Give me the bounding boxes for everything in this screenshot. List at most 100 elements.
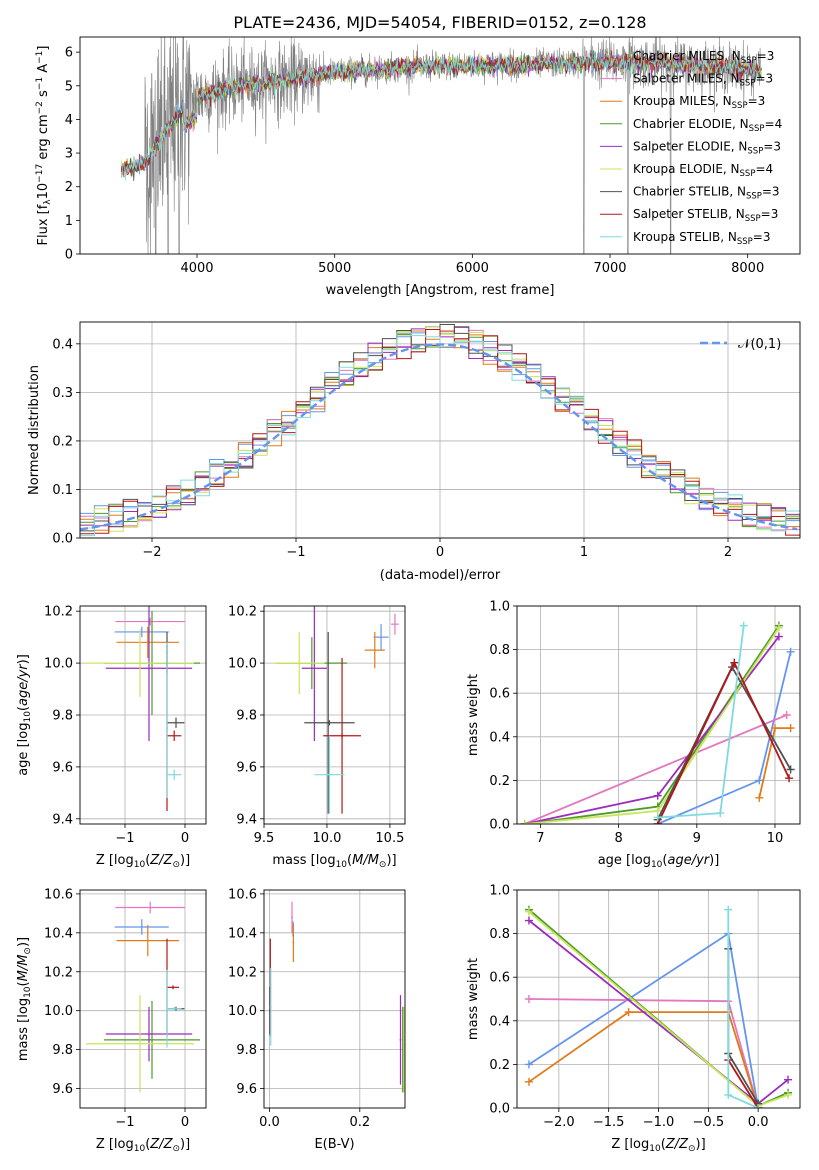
x-tick-label: 10.0	[312, 831, 341, 846]
x-tick-label: 4000	[180, 261, 213, 276]
x-tick-label: −1.5	[593, 1115, 625, 1130]
y-axis-label: mass weight	[466, 674, 481, 756]
legend-entry: Kroupa STELIB, NSSP=3	[633, 230, 771, 247]
panel-age-vs-mass: 9.5 10.0 10.5 9.4 9.6 9.8 10.0 10.2 mass [log10(…	[228, 605, 406, 870]
plot-area	[80, 324, 800, 537]
legend-entry: Chabrier ELODIE, NSSP=4	[633, 117, 782, 134]
mass-weight-line	[528, 1011, 759, 1108]
x-axis-label: Z [log10(Z/Z⊙)]	[96, 1137, 190, 1154]
y-tick-label: 0.0	[489, 1102, 510, 1117]
y-tick-label: 0.4	[489, 730, 510, 745]
x-tick-label: 5000	[318, 261, 351, 276]
y-tick-label: 10.0	[44, 657, 73, 672]
x-tick-label: 0.0	[748, 1115, 769, 1130]
legend-entry: Chabrier STELIB, NSSP=3	[633, 185, 780, 202]
mass-weight-marker	[724, 1090, 733, 1099]
axis-label-mass: mass [log10(M/M⊙)]	[272, 853, 396, 870]
x-tick-label: 2	[724, 545, 732, 560]
panel-mass-vs-Z: −1 0 9.6 9.8 10.0 10.2 10.4 10.6 Z [log10(Z/Z⊙)]…	[16, 887, 207, 1154]
legend-entry: Salpeter STELIB, NSSP=3	[633, 207, 778, 224]
axes-frame	[516, 889, 801, 1109]
axes-frame	[263, 605, 406, 825]
plot-area	[274, 606, 399, 814]
panel-residuals: −2 −1 0 1 2 0.0 0.1 0.2 0.3 0.4 (data-model)/error…	[27, 321, 801, 583]
model-spectrum-line	[121, 52, 762, 181]
y-tick-label: 0.2	[489, 774, 510, 789]
y-tick-label: 10.0	[44, 1004, 73, 1019]
mass-weight-marker	[520, 820, 529, 824]
x-tick-label: 9.5	[254, 831, 275, 846]
mass-weight-marker	[774, 632, 783, 641]
x-axis-label: Z [log10(Z/Z⊙)]	[96, 853, 190, 870]
y-tick-label: 10.6	[44, 887, 73, 902]
y-tick-label: 6	[65, 46, 73, 61]
mass-weight-marker	[784, 1090, 793, 1099]
axes-frame	[263, 889, 406, 1109]
x-tick-label: −1.0	[643, 1115, 675, 1130]
y-tick-label: 9.4	[236, 812, 257, 827]
axis-label-age: age [log10(age/yr)]	[16, 654, 33, 776]
mass-weight-marker	[739, 621, 748, 630]
y-tick-label: 9.8	[52, 1043, 73, 1058]
axes-frame	[516, 605, 801, 825]
y-tick-label: 0.6	[489, 687, 510, 702]
mass-weight-marker	[653, 791, 662, 800]
legend-entry: Chabrier MILES, NSSP=3	[633, 49, 774, 66]
x-tick-label: 0	[436, 545, 444, 560]
y-tick-label: 5	[65, 79, 73, 94]
y-tick-label: 0.0	[489, 818, 510, 833]
mass-weight-marker	[724, 905, 733, 914]
x-axis-label: wavelength [Angstrom, rest frame]	[326, 283, 555, 298]
axes-frame	[79, 36, 801, 255]
mass-weight-marker	[653, 813, 662, 822]
mass-weight-marker	[754, 1104, 763, 1108]
y-tick-label: 10.0	[228, 657, 257, 672]
y-tick-label: 10.4	[44, 926, 73, 941]
x-tick-label: 6000	[456, 261, 489, 276]
panel-mass-weight-vs-Z: −2.0 −1.5 −1.0 −0.5 0.0 0.0 0.2 0.4 0.6 0.8 1.0 Z […	[466, 884, 801, 1154]
plot-area	[86, 606, 200, 812]
y-tick-label: 0.8	[489, 643, 510, 658]
x-axis-label: Z [log10(Z/Z⊙)]	[611, 1137, 705, 1154]
x-tick-label: −1	[286, 545, 305, 560]
y-tick-label: 1.0	[489, 600, 510, 615]
x-tick-label: 0	[181, 1115, 189, 1130]
panel-spectrum: 4000 5000 6000 7000 8000 0 1 2 3 4 5 6 wavelength [A…	[35, 36, 801, 298]
y-axis-label: Flux [fλ10−17 erg cm−2 s−1 A−1]	[35, 46, 53, 246]
y-tick-label: 0.6	[489, 971, 510, 986]
y-tick-label: 10.2	[228, 605, 257, 620]
axes-frame	[79, 889, 207, 1109]
mass-weight-marker	[755, 776, 764, 785]
axis-label-mass: mass [log10(M/M⊙)]	[16, 937, 33, 1061]
y-tick-label: 0.8	[489, 927, 510, 942]
mass-weight-marker	[716, 809, 725, 818]
panel-age-vs-Z: −1 0 9.4 9.6 9.8 10.0 10.2 Z [log10(Z/Z⊙)] age […	[16, 605, 207, 870]
mass-weight-marker	[524, 907, 533, 916]
y-axis-label: Normed distribution	[27, 365, 42, 495]
y-tick-label: 9.6	[52, 760, 73, 775]
y-tick-label: 9.6	[236, 760, 257, 775]
y-tick-label: 9.6	[52, 1082, 73, 1097]
mass-weight-marker	[785, 774, 794, 783]
y-tick-label: 10.0	[228, 1004, 257, 1019]
legend-entry: Salpeter MILES, NSSP=3	[633, 72, 773, 89]
mass-weight-line	[524, 635, 780, 824]
y-tick-label: 0.3	[52, 386, 73, 401]
mass-weight-marker	[524, 1077, 533, 1086]
mass-weight-marker	[524, 995, 533, 1003]
mass-weight-marker	[774, 623, 783, 632]
mass-weight-line	[656, 660, 790, 824]
mass-weight-line	[524, 714, 788, 824]
x-axis-label: (data-model)/error	[380, 568, 501, 583]
plot-area	[120, 37, 762, 254]
plot-area	[520, 621, 795, 824]
x-tick-label: −1	[115, 1115, 134, 1130]
plot-area	[524, 905, 793, 1108]
x-tick-label: −2.0	[543, 1115, 575, 1130]
y-tick-label: 0.4	[489, 1014, 510, 1029]
plot-area	[268, 901, 405, 1093]
x-tick-label: 8	[614, 831, 622, 846]
y-tick-label: 1	[65, 214, 73, 229]
y-tick-label: 9.6	[236, 1082, 257, 1097]
legend: Chabrier MILES, NSSP=3 Salpeter MILES, NS…	[600, 49, 782, 247]
